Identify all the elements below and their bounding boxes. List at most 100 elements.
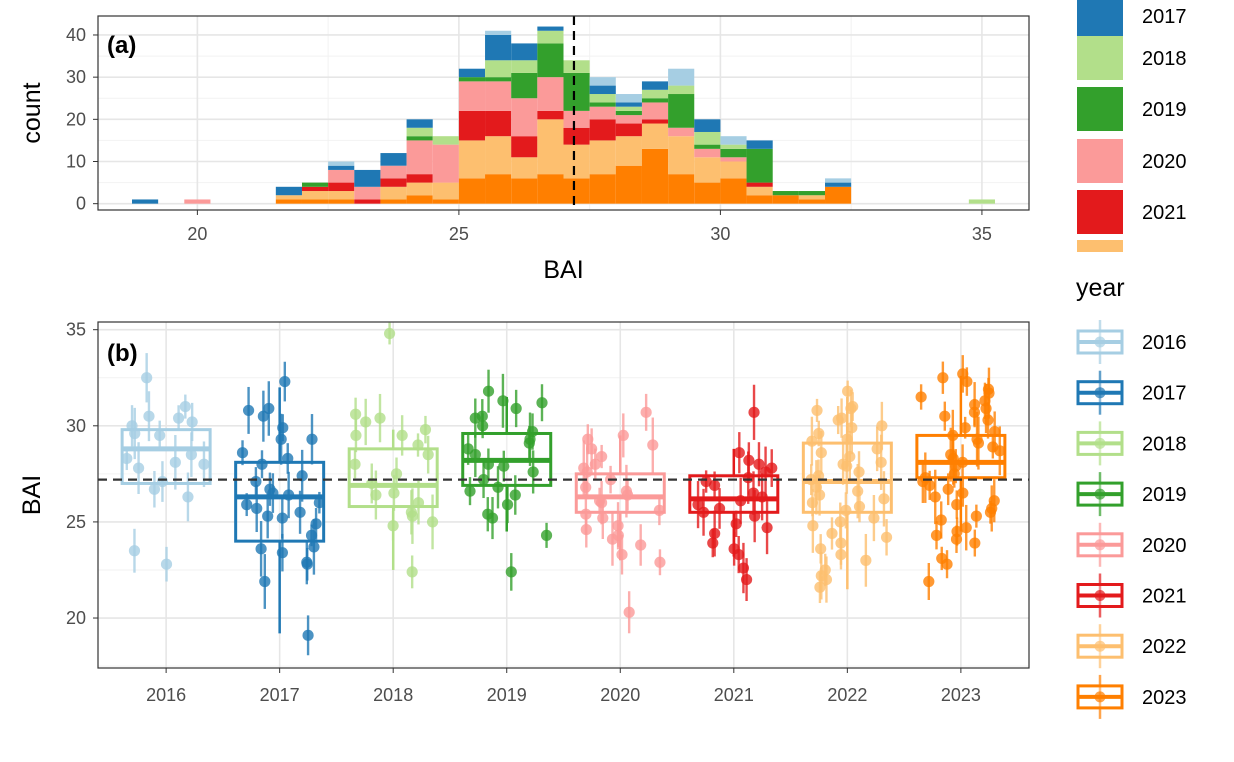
legend-item-2021: 2021 xyxy=(1076,573,1187,618)
histogram-bar-2023 xyxy=(432,199,459,204)
histogram-bar-2023 xyxy=(615,165,642,204)
data-point xyxy=(509,489,521,501)
histogram-bar-2022 xyxy=(275,195,302,200)
histogram-bar-2021 xyxy=(563,127,590,145)
data-point xyxy=(406,566,418,578)
legend-label: 2020 xyxy=(1142,151,1187,173)
legend: 2017 2018 2019 2020 2021 year 2016 2017 2018 2019… xyxy=(1076,0,1187,719)
histogram-bar-2019 xyxy=(563,72,590,111)
data-point xyxy=(929,491,941,503)
data-point xyxy=(945,449,957,461)
histogram-bar-2023 xyxy=(458,178,486,204)
data-point xyxy=(961,375,973,388)
histogram-bar-2023 xyxy=(825,186,852,204)
data-point xyxy=(476,410,488,422)
legend-label: 2017 xyxy=(1142,6,1187,28)
data-point xyxy=(148,483,161,495)
histogram-bar-2016 xyxy=(825,178,852,183)
data-point xyxy=(846,422,858,434)
data-point xyxy=(970,510,982,522)
legend-item-2022: 2022 xyxy=(1076,624,1187,669)
data-point xyxy=(406,510,419,522)
points-2016 xyxy=(121,353,210,582)
data-point xyxy=(492,481,504,493)
histogram-bar-2017 xyxy=(615,102,642,107)
data-point xyxy=(815,543,827,555)
histogram-bar-2022 xyxy=(301,191,329,200)
data-point xyxy=(198,458,210,470)
histogram-bar-2020 xyxy=(563,110,590,128)
histogram-bar-2017 xyxy=(131,199,159,204)
y-tick-label: 20 xyxy=(66,608,86,628)
data-point xyxy=(811,404,823,417)
data-point xyxy=(919,472,931,484)
histogram-bar-2021 xyxy=(615,123,642,137)
data-point xyxy=(987,441,999,453)
legend-item-2023: 2023 xyxy=(1076,674,1187,719)
data-point xyxy=(735,495,747,507)
data-point xyxy=(255,543,267,555)
data-point xyxy=(419,424,432,436)
data-point xyxy=(596,450,608,463)
histogram-bar-2016 xyxy=(485,30,512,35)
histogram-bar-2017 xyxy=(406,119,433,128)
histogram-bar-2020 xyxy=(694,148,721,158)
data-point xyxy=(305,529,318,541)
legend-label: 2022 xyxy=(1142,636,1187,658)
data-point xyxy=(915,391,927,403)
data-point xyxy=(262,510,274,522)
histogram-bar-2020 xyxy=(432,144,459,183)
data-point xyxy=(969,537,981,549)
data-point xyxy=(806,435,818,447)
histogram-bar-2019 xyxy=(589,102,616,107)
panel-b-border xyxy=(97,321,1030,669)
histogram-bar-2020 xyxy=(537,77,564,111)
panel-label: (a) xyxy=(107,32,136,59)
histogram-bar-2020 xyxy=(511,98,538,137)
data-point xyxy=(988,495,1000,507)
data-point xyxy=(635,539,647,551)
histogram-bar-2023 xyxy=(563,178,590,204)
data-point xyxy=(505,566,517,578)
data-point xyxy=(923,575,935,588)
data-point xyxy=(971,433,983,445)
histogram-bar-2023 xyxy=(511,178,538,204)
histogram-bar-2019 xyxy=(798,191,826,196)
y-axis-title: count xyxy=(18,82,46,143)
data-point xyxy=(989,425,1001,438)
data-point xyxy=(748,406,760,418)
points-2020 xyxy=(578,393,666,634)
data-point xyxy=(968,406,981,418)
data-point xyxy=(700,475,712,488)
data-point xyxy=(740,573,753,586)
data-point xyxy=(826,527,838,540)
data-point xyxy=(469,449,481,461)
data-point xyxy=(814,581,826,593)
points-2023 xyxy=(915,355,1006,600)
data-point xyxy=(498,460,510,472)
data-point xyxy=(749,510,761,522)
data-point xyxy=(426,516,439,528)
histogram-bar-2018 xyxy=(563,60,590,73)
data-point xyxy=(540,529,553,541)
panel-label: (b) xyxy=(107,340,138,367)
data-point xyxy=(349,458,361,470)
histogram-bar-2021 xyxy=(641,119,669,124)
histogram-bar-2020 xyxy=(720,157,747,162)
x-tick-label: 35 xyxy=(972,224,992,244)
histogram-bar-2022 xyxy=(511,157,538,179)
data-point xyxy=(236,447,249,459)
data-point xyxy=(815,447,827,459)
panel-b-boxplot: 2016 2017 2018 2019 2020 2021 2022 2023 20 25 30 35… xyxy=(18,320,1030,705)
data-point xyxy=(960,522,972,534)
histogram-bar-2018 xyxy=(511,60,538,73)
data-point xyxy=(580,524,592,536)
histogram-bar-2020 xyxy=(589,106,616,120)
histogram-bar-2017 xyxy=(458,68,486,78)
x-tick-label: 2017 xyxy=(260,685,300,705)
histogram-bar-2022 xyxy=(406,182,433,196)
histogram-bar-2023 xyxy=(772,195,799,204)
data-point xyxy=(256,458,268,470)
data-point xyxy=(422,449,434,461)
data-point xyxy=(950,533,963,545)
